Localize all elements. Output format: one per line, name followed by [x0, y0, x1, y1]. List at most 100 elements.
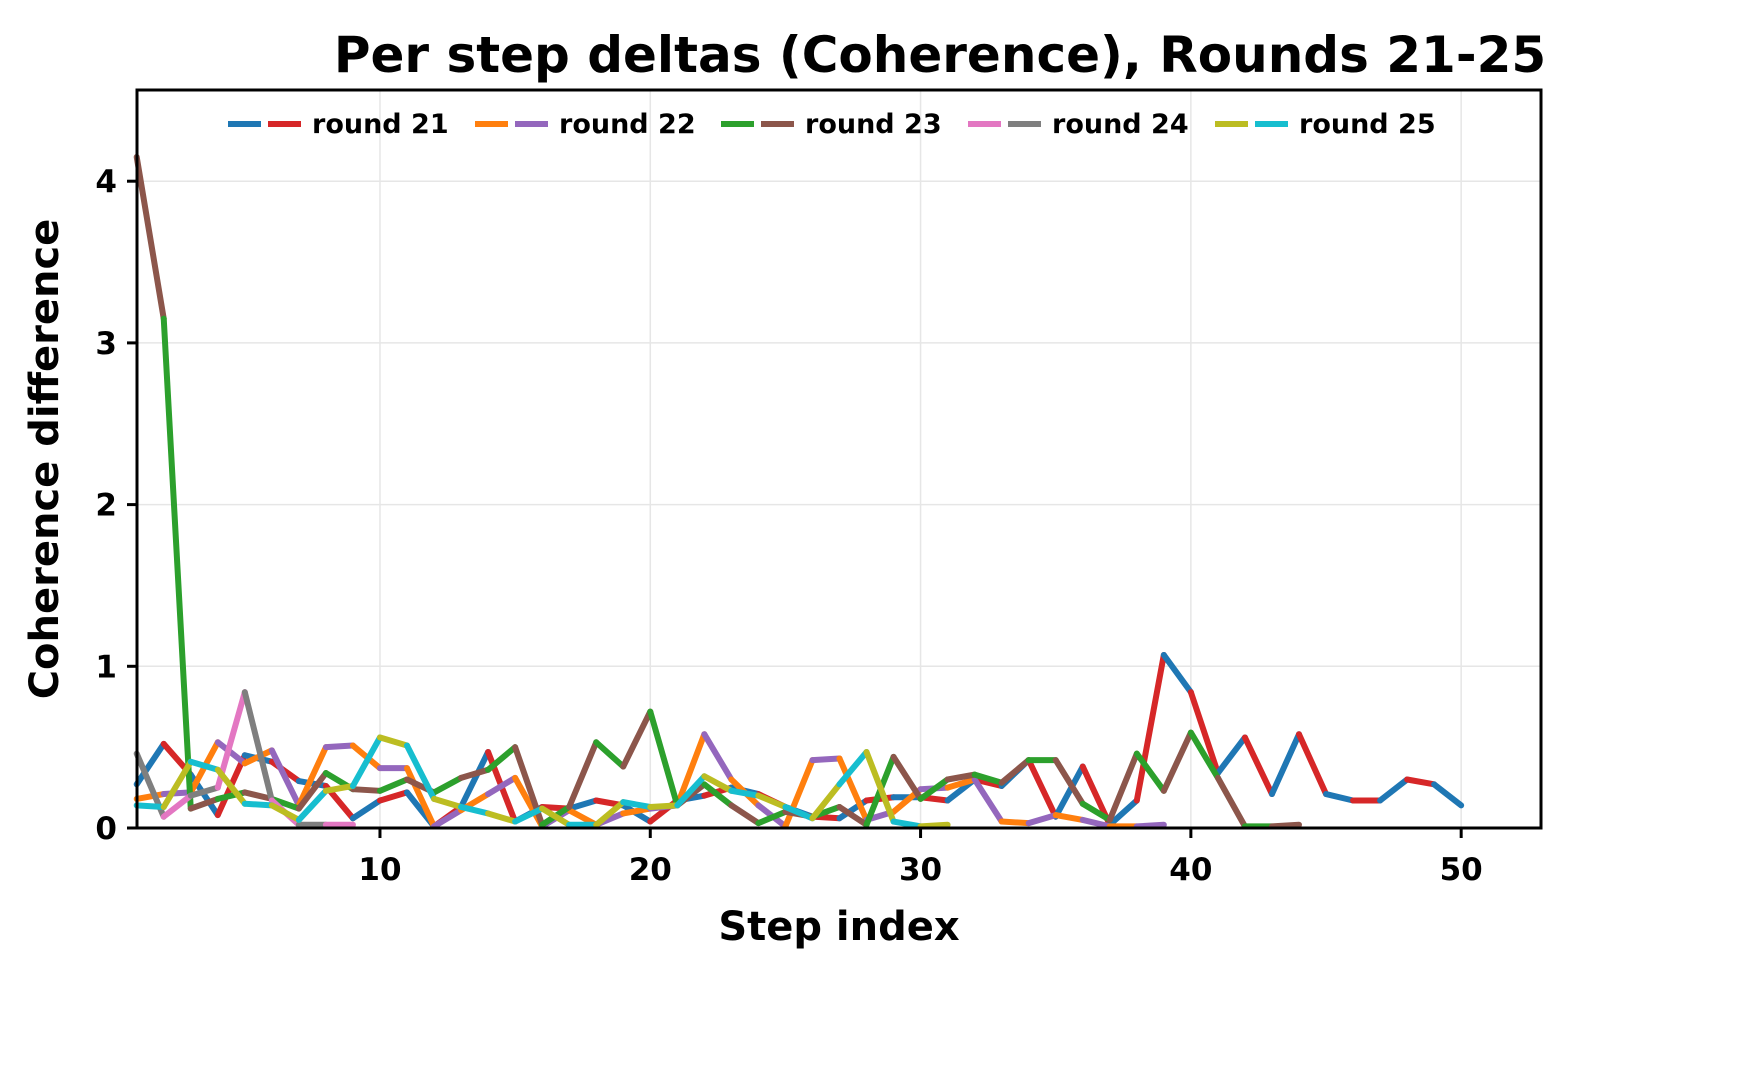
legend-item: round 23	[721, 109, 942, 140]
series-segment	[1187, 689, 1221, 777]
legend: round 21 round 22 round 23 round 24 round 25	[228, 109, 1436, 140]
series-segment	[1133, 750, 1167, 794]
series-segment	[890, 753, 924, 802]
series-segment	[241, 689, 275, 804]
series-segment	[404, 742, 438, 802]
y-axis-ticks: 0 1 2 3 4	[95, 164, 137, 847]
series-segment	[214, 766, 248, 807]
series-segment	[512, 805, 546, 825]
series-round-23	[133, 153, 1302, 830]
series-segment	[944, 771, 978, 783]
y-tick-label: 2	[95, 488, 117, 524]
series-segment	[1268, 821, 1302, 830]
series-segment	[674, 731, 708, 809]
y-tick-label: 1	[95, 649, 117, 685]
series-segment	[917, 821, 951, 830]
series-segment	[431, 795, 465, 810]
series-segment	[1025, 757, 1059, 820]
series-segment	[133, 791, 167, 802]
series-segment	[1025, 812, 1059, 827]
series-segment	[1160, 651, 1194, 696]
series-segment	[1079, 800, 1113, 823]
series-segment	[458, 803, 492, 817]
legend-label: round 23	[805, 109, 942, 140]
series-segment	[485, 810, 519, 825]
plot-frame	[135, 88, 1543, 830]
x-tick-label: 30	[899, 852, 942, 888]
series-segment	[836, 755, 870, 823]
series-segment	[566, 739, 600, 810]
series-segment	[890, 818, 924, 830]
series-segment	[1268, 731, 1302, 798]
series-segment	[160, 315, 194, 812]
series-segment	[1214, 734, 1248, 777]
series-segment	[1079, 816, 1113, 830]
legend-item: round 22	[475, 109, 696, 140]
series-segment	[863, 749, 897, 825]
series-segment	[241, 800, 275, 809]
legend-item: round 25	[1215, 109, 1436, 140]
series-segment	[593, 799, 627, 828]
series-segment	[1295, 731, 1330, 798]
series-segment	[971, 776, 1005, 825]
series-segment	[214, 739, 248, 767]
series-segment	[971, 771, 1005, 786]
series-segment	[295, 770, 329, 812]
legend-label: round 24	[1052, 109, 1189, 140]
series-segment	[160, 792, 194, 820]
series-segment	[1214, 774, 1248, 830]
series-segment	[241, 789, 275, 802]
series-segment	[322, 782, 356, 794]
series-segment	[322, 742, 356, 751]
series-segment	[539, 805, 573, 828]
series-segment	[701, 773, 735, 794]
series-segment	[133, 802, 167, 810]
legend-label: round 25	[1299, 109, 1436, 140]
series-segment	[1377, 776, 1411, 804]
series-segment	[1323, 791, 1357, 804]
series-segment	[187, 784, 221, 799]
series-segment	[728, 787, 762, 799]
series-segment	[647, 802, 681, 810]
grid-lines	[137, 90, 1541, 829]
y-tick-label: 3	[95, 326, 117, 362]
series-segment	[674, 773, 708, 809]
series-segment	[782, 803, 816, 822]
y-tick-label: 4	[95, 164, 117, 200]
series-segment	[268, 747, 302, 809]
legend-label: round 22	[559, 109, 696, 140]
series-segment	[1431, 781, 1465, 809]
series-segment	[187, 795, 221, 812]
series-segment	[971, 776, 1005, 789]
series-segment	[755, 808, 789, 827]
series-segment	[1160, 729, 1194, 794]
series-segment	[755, 792, 789, 810]
legend-item: round 21	[228, 109, 449, 140]
series-segment	[701, 731, 735, 783]
series-segment	[647, 708, 681, 809]
series-segment	[701, 781, 735, 809]
y-axis-label: Coherence difference	[22, 219, 68, 700]
series-segment	[1133, 651, 1167, 804]
series-segment	[295, 744, 329, 809]
series-segment	[1106, 750, 1140, 823]
series-segment	[1106, 797, 1140, 828]
series-segment	[1052, 757, 1086, 807]
x-tick-label: 40	[1169, 852, 1212, 888]
series-segment	[1133, 821, 1167, 830]
data-series	[133, 153, 1465, 830]
series-segment	[376, 789, 410, 804]
series-segment	[620, 708, 654, 770]
series-segment	[1241, 734, 1275, 798]
legend-label: round 21	[312, 109, 449, 140]
series-segment	[268, 795, 302, 812]
series-segment	[566, 797, 600, 812]
series-segment	[1404, 776, 1438, 788]
series-segment	[620, 799, 654, 810]
series-segment	[160, 789, 194, 798]
chart-title: Per step deltas (Coherence), Rounds 21-2…	[334, 26, 1546, 84]
series-segment	[485, 744, 519, 773]
series-segment	[1187, 729, 1221, 781]
series-segment	[404, 765, 438, 830]
series-segment	[809, 755, 843, 764]
